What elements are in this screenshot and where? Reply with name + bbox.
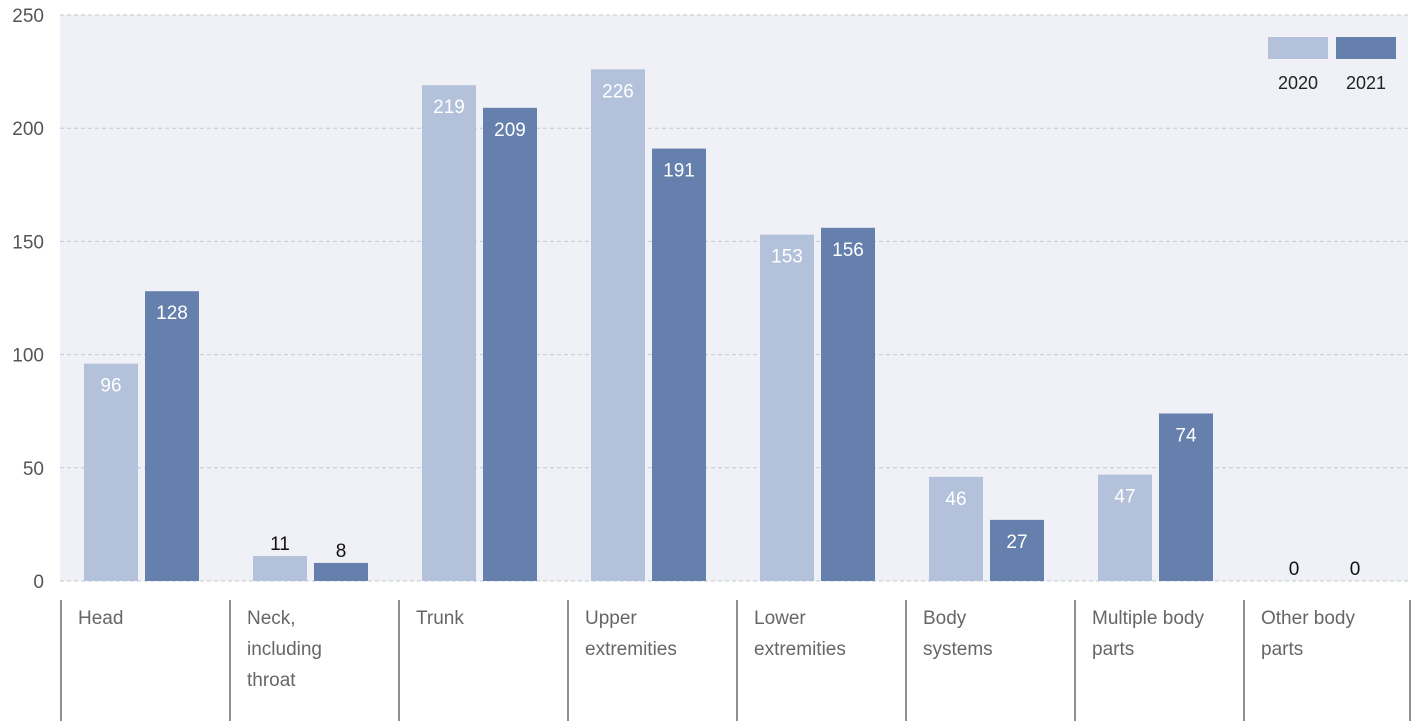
data-label: 0 <box>1350 559 1361 580</box>
bar-2021 <box>821 227 875 582</box>
data-label: 47 <box>1114 487 1135 508</box>
legend: 2020 2021 <box>1268 37 1396 93</box>
category-label: Body systems <box>923 608 993 660</box>
bars <box>84 69 1213 582</box>
data-label: 96 <box>100 376 121 397</box>
y-tick-label: 200 <box>12 119 44 140</box>
legend-swatch-2020 <box>1268 37 1328 59</box>
data-label: 219 <box>433 97 465 118</box>
bar-2020 <box>84 363 138 581</box>
bar-2020 <box>1098 474 1152 581</box>
data-label: 156 <box>832 240 864 261</box>
bar-2021 <box>990 519 1044 581</box>
data-label: 46 <box>945 489 966 510</box>
y-tick-label: 100 <box>12 346 44 367</box>
bar-2021 <box>314 562 368 581</box>
category-label: Multiple body parts <box>1092 608 1204 660</box>
category-label: Other body parts <box>1261 608 1355 660</box>
bar-2020 <box>591 69 645 581</box>
data-label: 27 <box>1006 532 1027 553</box>
bar-2020 <box>422 85 476 582</box>
category-label: Head <box>78 608 123 629</box>
category-label: Trunk <box>416 608 464 629</box>
data-label: 8 <box>336 541 347 562</box>
legend-swatch-2021 <box>1336 37 1396 59</box>
data-label: 153 <box>771 247 803 268</box>
data-label: 74 <box>1175 425 1197 446</box>
data-label: 128 <box>156 303 188 324</box>
category-label: Upper extremities <box>585 608 677 660</box>
data-label: 11 <box>270 534 290 555</box>
data-labels: 96 11 219 226 153 46 47 0 128 8 209 191 156 27 74 0 <box>100 81 1360 580</box>
bar-2020 <box>253 556 307 581</box>
y-tick-label: 250 <box>12 6 44 27</box>
bar-2021 <box>483 107 537 581</box>
bar-2021 <box>1159 413 1213 581</box>
category-label: Lower extremities <box>754 608 846 660</box>
legend-label: 2020 <box>1278 73 1318 93</box>
category-label: Neck, including throat <box>247 608 322 691</box>
y-tick-label: 150 <box>12 232 44 253</box>
y-tick-label: 50 <box>23 459 44 480</box>
y-tick-label: 0 <box>33 572 44 593</box>
y-axis-tick-labels: 0 50 100 150 200 250 <box>12 6 44 593</box>
bar-2021 <box>145 291 199 581</box>
data-label: 226 <box>602 81 634 102</box>
data-label: 0 <box>1289 559 1300 580</box>
legend-label: 2021 <box>1346 73 1386 93</box>
data-label: 191 <box>663 161 695 182</box>
x-axis-categories: Head Neck, including throat Trunk Upper extrem… <box>60 600 1411 721</box>
bar-2020 <box>929 476 983 581</box>
bar-2021 <box>652 148 706 582</box>
data-label: 209 <box>494 120 526 141</box>
bar-2020 <box>760 234 814 581</box>
